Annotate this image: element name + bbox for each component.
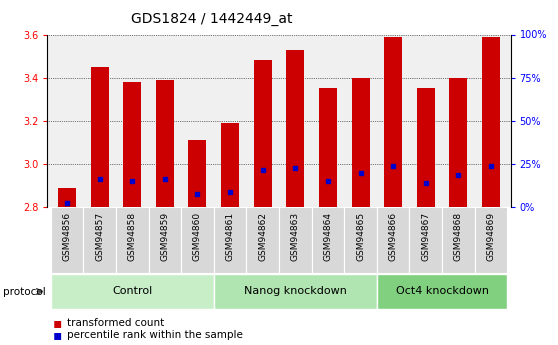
Text: GSM94869: GSM94869 bbox=[487, 212, 496, 262]
Text: GSM94856: GSM94856 bbox=[62, 212, 71, 262]
Bar bbox=[214, 275, 377, 308]
Text: ▪: ▪ bbox=[53, 316, 62, 329]
Bar bbox=[58, 188, 76, 207]
Text: GSM94863: GSM94863 bbox=[291, 212, 300, 262]
Text: GSM94857: GSM94857 bbox=[95, 212, 104, 262]
Bar bbox=[156, 80, 174, 207]
Text: GSM94860: GSM94860 bbox=[193, 212, 202, 262]
Text: GSM94866: GSM94866 bbox=[389, 212, 398, 262]
Text: ▪: ▪ bbox=[53, 328, 62, 342]
Bar bbox=[116, 207, 148, 273]
Text: GSM94862: GSM94862 bbox=[258, 212, 267, 261]
Text: GSM94865: GSM94865 bbox=[356, 212, 365, 262]
Text: GDS1824 / 1442449_at: GDS1824 / 1442449_at bbox=[131, 12, 293, 26]
Bar bbox=[377, 275, 507, 308]
Bar bbox=[247, 207, 279, 273]
Bar bbox=[319, 88, 337, 207]
Text: GSM94868: GSM94868 bbox=[454, 212, 463, 262]
Bar bbox=[475, 207, 507, 273]
Bar bbox=[352, 78, 369, 207]
Bar bbox=[442, 207, 475, 273]
Bar bbox=[384, 37, 402, 207]
Bar bbox=[286, 50, 304, 207]
Bar bbox=[254, 60, 272, 207]
Bar bbox=[311, 207, 344, 273]
Text: Control: Control bbox=[112, 286, 152, 296]
Text: GSM94864: GSM94864 bbox=[324, 212, 333, 261]
Bar bbox=[449, 78, 468, 207]
Text: Oct4 knockdown: Oct4 knockdown bbox=[396, 286, 489, 296]
Bar bbox=[90, 67, 109, 207]
Bar bbox=[214, 207, 247, 273]
Bar bbox=[148, 207, 181, 273]
Text: Nanog knockdown: Nanog knockdown bbox=[244, 286, 347, 296]
Text: GSM94859: GSM94859 bbox=[160, 212, 169, 262]
Text: GSM94867: GSM94867 bbox=[421, 212, 430, 262]
Bar bbox=[279, 207, 311, 273]
Bar bbox=[482, 37, 500, 207]
Text: GSM94861: GSM94861 bbox=[225, 212, 234, 262]
Bar bbox=[51, 275, 214, 308]
Text: percentile rank within the sample: percentile rank within the sample bbox=[67, 331, 243, 340]
Text: GSM94858: GSM94858 bbox=[128, 212, 137, 262]
Text: protocol: protocol bbox=[3, 287, 46, 296]
Bar bbox=[189, 140, 206, 207]
Bar bbox=[123, 82, 141, 207]
Bar bbox=[344, 207, 377, 273]
Bar bbox=[377, 207, 410, 273]
Bar bbox=[221, 123, 239, 207]
Bar bbox=[410, 207, 442, 273]
Text: transformed count: transformed count bbox=[67, 318, 164, 327]
Bar bbox=[83, 207, 116, 273]
Bar bbox=[51, 207, 83, 273]
Bar bbox=[181, 207, 214, 273]
Bar bbox=[417, 88, 435, 207]
